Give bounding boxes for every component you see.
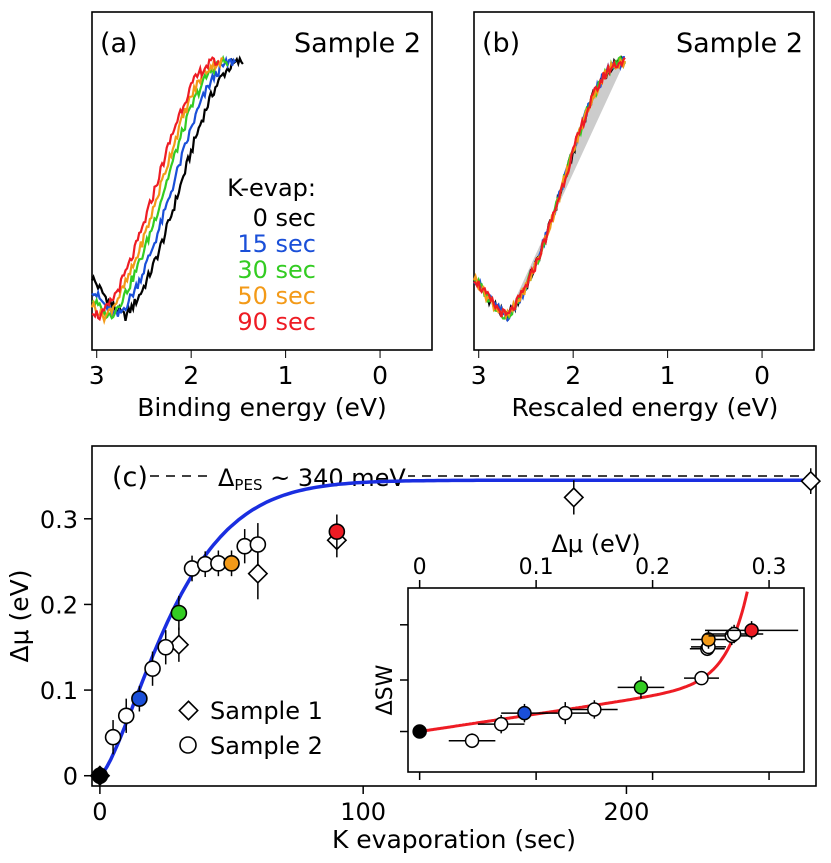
y-tick-label: 0.1 <box>40 677 78 705</box>
inset-points <box>412 621 799 749</box>
inset-point <box>726 626 742 642</box>
inset-point <box>694 670 709 686</box>
inset-point <box>464 733 480 748</box>
y-tick-label: 0 <box>63 763 78 791</box>
inset-point <box>633 680 649 695</box>
panel-a-legend: K-evap: 0 sec 15 sec 30 sec 50 sec 90 se… <box>227 174 316 336</box>
panel-a-frame <box>91 11 433 351</box>
inset-y-label: ΔSW <box>373 664 398 715</box>
panel-b-label: (b) <box>482 28 520 59</box>
panel-a-curves <box>90 54 244 325</box>
inset-point <box>517 705 532 721</box>
shaded-area <box>507 61 625 317</box>
sample2-point <box>328 523 346 540</box>
sample2-point <box>157 638 175 656</box>
panel-b-x-label: Rescaled energy (eV) <box>512 393 779 422</box>
circle-marker-icon <box>179 736 197 754</box>
sample1-point <box>168 634 190 656</box>
inset-point <box>701 632 716 647</box>
panel-c-axes: 0 0.1 0.2 0.3 0 100 200 <box>40 506 650 826</box>
inset-fit-curve <box>419 591 749 733</box>
x-tick-label: 1 <box>660 361 676 390</box>
sample2-point <box>144 660 161 677</box>
annotation-subscript: PES <box>234 476 262 494</box>
legend-entry-50sec: 50 sec <box>237 282 316 310</box>
fit-curve <box>98 478 811 777</box>
annotation-value: ~ 340 meV <box>262 464 406 492</box>
panel-b-x-axis: 3 2 1 0 <box>471 350 770 390</box>
sample2-point <box>104 728 122 746</box>
sample2-point <box>249 536 267 553</box>
panel-a-title: Sample 2 <box>294 28 421 59</box>
panel-a-x-axis: 3 2 1 0 <box>89 350 388 390</box>
spectrum-90-sec <box>473 57 626 318</box>
inset-axes: 0 0.1 0.2 0.3 <box>400 555 787 780</box>
spectrum-15-sec <box>91 55 237 320</box>
x-tick-label: 0 <box>92 798 107 826</box>
legend-entry-30sec: 30 sec <box>237 256 316 284</box>
inset: Δμ (eV) ΔSW 0 0.1 0.2 0.3 <box>373 530 805 780</box>
x-tick-label: 2 <box>565 361 581 390</box>
sample2-point <box>170 604 188 622</box>
inset-x-tick-label: 0 <box>413 555 427 580</box>
y-tick-label: 0.3 <box>40 506 78 534</box>
legend-sample-1: Sample 1 <box>210 697 323 725</box>
annotation-symbol: Δ <box>218 464 235 492</box>
spectrum-50-sec <box>90 57 224 325</box>
sample1-point <box>563 487 585 508</box>
legend-sample-2: Sample 2 <box>210 732 323 760</box>
x-tick-label: 100 <box>340 798 386 826</box>
panel-c-label: (c) <box>112 462 148 493</box>
inset-x-tick-label: 0.3 <box>752 555 787 580</box>
x-tick-label: 1 <box>278 361 294 390</box>
sample2-point <box>223 555 240 572</box>
x-tick-label: 0 <box>372 361 388 390</box>
x-tick-label: 3 <box>89 361 105 390</box>
inset-point <box>587 702 602 717</box>
panel-c: (c) ΔPES ~ 340 meV 0 0.1 0.2 0.3 0 100 200 Δμ … <box>5 445 822 854</box>
panel-b-curves <box>472 55 626 323</box>
x-tick-label: 3 <box>471 361 487 390</box>
diamond-marker-icon <box>178 700 199 721</box>
panel-c-legend: Sample 1 Sample 2 <box>178 697 323 760</box>
delta-pes-annotation: ΔPES ~ 340 meV <box>218 464 406 494</box>
inset-point <box>412 724 427 739</box>
y-tick-label: 0.2 <box>40 591 78 619</box>
panel-b: (b) Sample 2 3 2 1 0 Rescaled energy (eV) <box>471 11 815 422</box>
panel-a-label: (a) <box>100 28 138 59</box>
panel-a-x-label: Binding energy (eV) <box>137 393 386 422</box>
annotation-background <box>208 462 408 492</box>
x-tick-label: 0 <box>754 361 770 390</box>
panel-a: (a) Sample 2 3 2 1 0 Binding energy (eV) K-… <box>89 11 433 422</box>
spectrum-0-sec <box>90 55 244 322</box>
inset-point <box>744 623 759 638</box>
legend-entry-0sec: 0 sec <box>253 204 316 232</box>
panel-c-x-label: K evaporation (sec) <box>332 825 576 854</box>
inset-point <box>557 705 573 721</box>
legend-entry-15sec: 15 sec <box>237 230 316 258</box>
spectrum-90-sec <box>91 56 220 322</box>
x-tick-label: 2 <box>183 361 199 390</box>
inset-x-tick-label: 0.2 <box>635 555 670 580</box>
sample1-point <box>247 563 269 584</box>
panel-b-frame <box>473 11 815 351</box>
legend-entry-90sec: 90 sec <box>237 308 316 336</box>
spectrum-30-sec <box>91 54 229 320</box>
sample2-point <box>117 707 135 725</box>
panel-c-y-label: Δμ (eV) <box>5 570 34 663</box>
panel-c-points <box>89 468 822 787</box>
inset-x-label: Δμ (eV) <box>551 530 640 558</box>
inset-point <box>493 716 509 732</box>
sample2-point <box>131 690 148 707</box>
panel-c-frame <box>91 445 817 787</box>
x-tick-label: 200 <box>604 798 650 826</box>
panel-b-title: Sample 2 <box>676 28 803 59</box>
inset-x-tick-label: 0.1 <box>519 555 554 580</box>
legend-title: K-evap: <box>227 174 316 202</box>
sample2-point <box>91 767 109 785</box>
sample1-point <box>800 470 822 492</box>
